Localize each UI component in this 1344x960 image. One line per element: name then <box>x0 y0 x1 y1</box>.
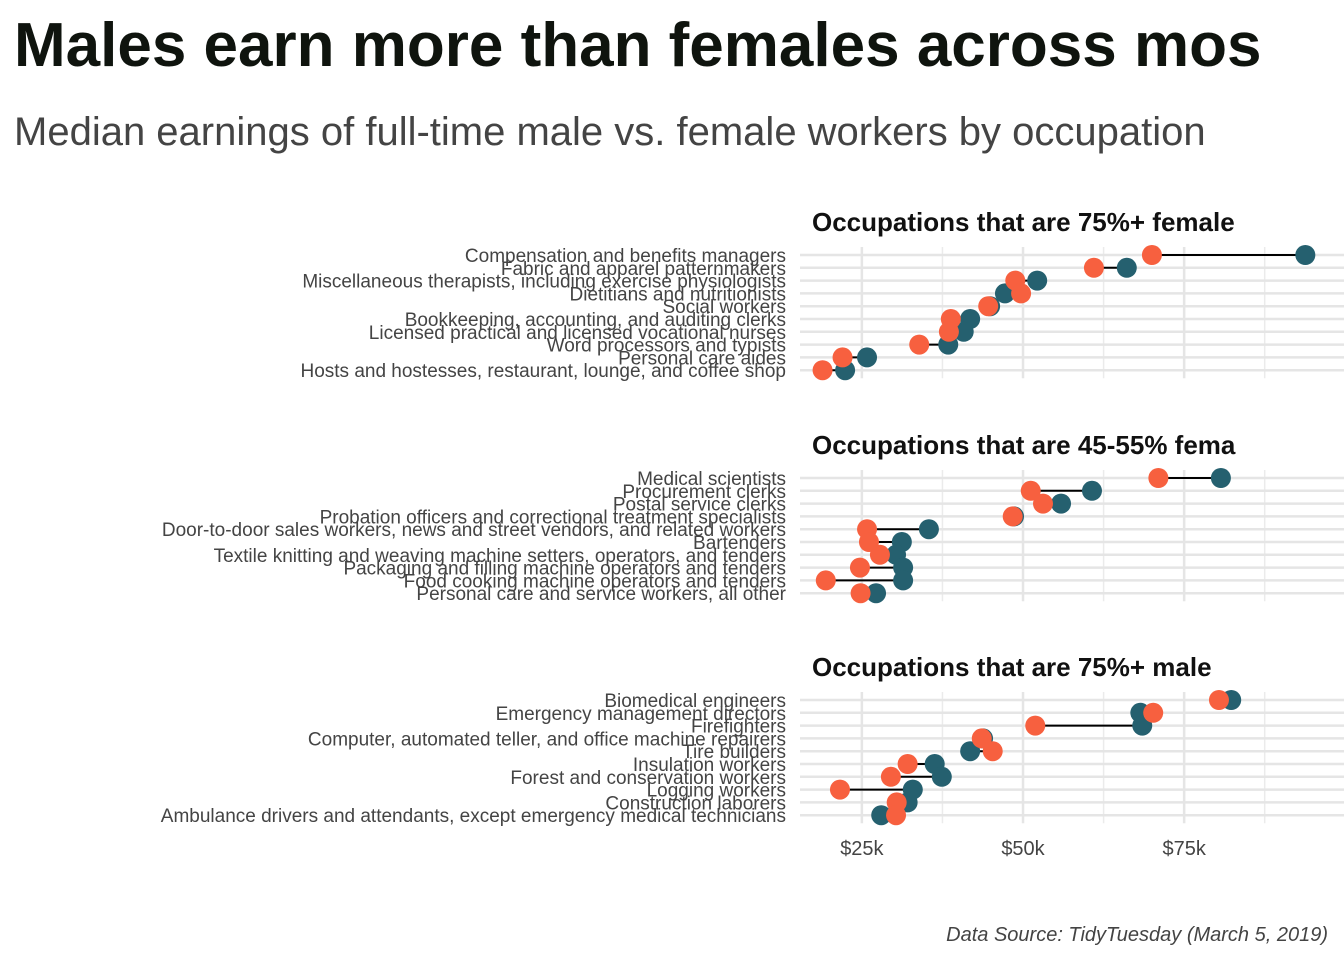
category-label: Insulation workers <box>633 755 786 776</box>
panel-title: Occupations that are 45-55% fema <box>812 430 1236 460</box>
category-label: Emergency management directors <box>496 704 786 725</box>
dot <box>1020 480 1041 501</box>
dot <box>1027 270 1048 291</box>
dot <box>909 334 930 355</box>
panel-title: Occupations that are 75%+ male <box>812 652 1212 682</box>
dot <box>897 754 918 774</box>
category-label: Logging workers <box>647 781 786 802</box>
category-label: Procurement clerks <box>622 482 786 503</box>
category-label: Ambulance drivers and attendants, except… <box>161 806 786 827</box>
dot <box>893 570 914 591</box>
x-tick-label: $25k <box>840 838 884 860</box>
category-label: Bartenders <box>693 533 786 554</box>
dot <box>1143 702 1164 723</box>
dot <box>849 557 870 578</box>
category-label: Medical scientists <box>637 469 786 490</box>
category-label: Food cooking machine operators and tende… <box>404 571 786 592</box>
category-label: Licensed practical and licensed vocation… <box>369 323 786 344</box>
dot <box>871 805 892 826</box>
dot <box>1002 506 1023 527</box>
x-tick-label: $50k <box>1001 838 1045 860</box>
dot <box>978 296 999 317</box>
dot <box>960 741 981 762</box>
dot <box>812 360 833 381</box>
category-label: Door-to-door sales workers, news and str… <box>162 520 786 541</box>
dot <box>880 766 901 787</box>
dot <box>918 519 939 540</box>
dot <box>953 321 974 342</box>
x-tick-label: $75k <box>1162 838 1206 860</box>
dot <box>866 583 887 604</box>
dot <box>938 321 959 342</box>
caption: Data Source: TidyTuesday (March 5, 2019) <box>946 924 1328 946</box>
category-label: Firefighters <box>691 717 786 738</box>
category-label: Packaging and filling machine operators … <box>343 559 786 580</box>
category-label: Personal care and service workers, all o… <box>416 584 786 605</box>
category-label: Construction laborers <box>605 793 786 814</box>
category-label: Social workers <box>662 297 786 318</box>
dot <box>1295 245 1316 265</box>
dot <box>1210 468 1231 488</box>
category-label: Fabric and apparel patternmakers <box>501 259 786 280</box>
category-label: Biomedical engineers <box>604 691 786 712</box>
dot <box>1011 283 1032 304</box>
dot <box>1116 257 1137 278</box>
dot <box>931 766 952 787</box>
dot <box>982 741 1003 762</box>
category-label: Hosts and hostesses, restaurant, lounge,… <box>300 361 786 382</box>
dot <box>815 570 836 591</box>
dot <box>850 583 871 604</box>
dot <box>869 544 890 565</box>
dot <box>1032 493 1053 514</box>
category-label: Compensation and benefits managers <box>465 246 786 267</box>
dot <box>829 779 850 800</box>
category-label: Probation officers and correctional trea… <box>320 507 786 528</box>
category-label: Dietitians and nutritionists <box>570 284 787 305</box>
category-label: Bookkeeping, accounting, and auditing cl… <box>405 310 786 331</box>
dot <box>1081 480 1102 501</box>
dot <box>1141 245 1162 265</box>
category-label: Computer, automated teller, and office m… <box>308 729 786 750</box>
category-label: Textile knitting and weaving machine set… <box>214 546 786 567</box>
dot <box>1083 257 1104 278</box>
dot <box>1208 690 1229 710</box>
dot <box>857 347 878 368</box>
chart-title: Males earn more than females across mos <box>14 11 1261 80</box>
category-label: Personal care aides <box>618 348 786 369</box>
category-label: Miscellaneous therapists, including exer… <box>302 272 786 293</box>
dot <box>1148 468 1169 488</box>
category-label: Postal service clerks <box>613 495 786 516</box>
category-label: Forest and conservation workers <box>510 768 786 789</box>
dot <box>1051 493 1072 514</box>
dot <box>1025 715 1046 736</box>
category-label: Word processors and typists <box>547 336 786 357</box>
category-label: Tire builders <box>682 742 786 763</box>
dot <box>832 347 853 368</box>
chart-subtitle: Median earnings of full-time male vs. fe… <box>14 110 1206 154</box>
panel-title: Occupations that are 75%+ female <box>812 207 1235 237</box>
dot <box>886 805 907 826</box>
